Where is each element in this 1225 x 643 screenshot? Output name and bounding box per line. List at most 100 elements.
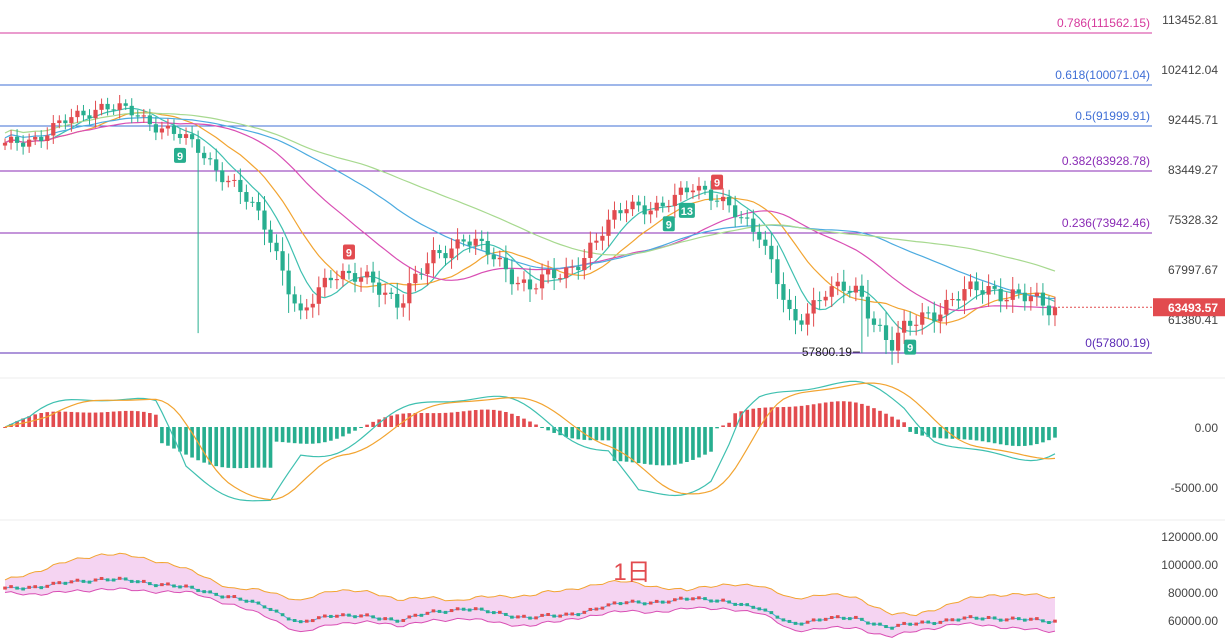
candle-body[interactable]: [250, 201, 255, 203]
candle-body[interactable]: [208, 158, 213, 160]
candle-body[interactable]: [165, 125, 171, 129]
candle-body[interactable]: [582, 258, 587, 271]
candle-body[interactable]: [902, 320, 907, 333]
candle-body[interactable]: [769, 245, 774, 260]
candle-body[interactable]: [2, 142, 8, 146]
candle-body[interactable]: [340, 270, 346, 280]
candle-body[interactable]: [654, 202, 659, 211]
candle-body[interactable]: [684, 187, 690, 193]
candle-body[interactable]: [14, 136, 20, 143]
candle-body[interactable]: [1022, 292, 1027, 302]
candle-body[interactable]: [696, 185, 702, 191]
candle-body[interactable]: [171, 125, 177, 134]
candle-body[interactable]: [485, 240, 490, 255]
candle-body[interactable]: [799, 320, 804, 325]
candle-body[interactable]: [986, 286, 991, 295]
candle-body[interactable]: [877, 324, 883, 326]
candle-body[interactable]: [57, 120, 62, 124]
candle-body[interactable]: [612, 210, 617, 220]
candle-body[interactable]: [1010, 289, 1015, 300]
candle-body[interactable]: [99, 103, 104, 110]
candle-body[interactable]: [310, 303, 315, 308]
candle-body[interactable]: [865, 296, 871, 319]
candle-body[interactable]: [889, 339, 895, 351]
candle-body[interactable]: [708, 189, 714, 201]
candle-body[interactable]: [1040, 292, 1046, 306]
candle-body[interactable]: [214, 159, 219, 171]
candle-body[interactable]: [455, 239, 460, 249]
candle-body[interactable]: [805, 313, 810, 325]
candle-body[interactable]: [1016, 289, 1021, 293]
candle-body[interactable]: [642, 205, 647, 215]
candle-body[interactable]: [853, 285, 858, 293]
candle-body[interactable]: [992, 286, 997, 289]
candle-body[interactable]: [630, 201, 635, 210]
candle-body[interactable]: [111, 109, 116, 111]
candle-body[interactable]: [21, 142, 26, 147]
candle-body[interactable]: [1028, 296, 1033, 302]
candle-body[interactable]: [479, 238, 484, 241]
candle-body[interactable]: [914, 324, 919, 326]
candle-body[interactable]: [39, 136, 44, 141]
candle-body[interactable]: [871, 318, 877, 325]
candle-body[interactable]: [926, 312, 931, 314]
candle-body[interactable]: [1034, 292, 1039, 297]
candle-body[interactable]: [51, 123, 56, 136]
candle-body[interactable]: [431, 250, 436, 264]
candle-body[interactable]: [588, 242, 593, 259]
candle-body[interactable]: [135, 115, 140, 117]
candle-body[interactable]: [763, 239, 768, 246]
candle-body[interactable]: [334, 279, 340, 281]
candle-body[interactable]: [576, 266, 581, 271]
candle-body[interactable]: [232, 179, 237, 181]
candle-body[interactable]: [980, 290, 985, 295]
candle-body[interactable]: [636, 201, 641, 206]
candle-body[interactable]: [358, 277, 364, 282]
candle-body[interactable]: [1046, 305, 1052, 316]
candle-body[interactable]: [503, 257, 508, 270]
candle-body[interactable]: [660, 202, 665, 207]
candle-body[interactable]: [226, 180, 231, 183]
candle-body[interactable]: [75, 110, 80, 118]
candle-body[interactable]: [908, 320, 913, 326]
candle-body[interactable]: [322, 277, 327, 288]
candle-body[interactable]: [624, 209, 629, 214]
candle-body[interactable]: [159, 128, 165, 133]
candle-body[interactable]: [304, 307, 309, 311]
candle-body[interactable]: [666, 205, 671, 207]
candle-body[interactable]: [932, 312, 937, 322]
candle-body[interactable]: [606, 219, 611, 236]
candle-body[interactable]: [45, 135, 50, 141]
candle-body[interactable]: [751, 218, 756, 232]
candle-body[interactable]: [370, 271, 376, 283]
candle-body[interactable]: [829, 286, 834, 297]
candle-body[interactable]: [720, 196, 726, 202]
candle-body[interactable]: [316, 287, 321, 304]
candle-body[interactable]: [558, 278, 563, 280]
candle-body[interactable]: [473, 238, 478, 246]
candle-body[interactable]: [775, 259, 780, 285]
candle-body[interactable]: [678, 187, 683, 195]
candle-body[interactable]: [781, 284, 786, 300]
candle-body[interactable]: [733, 205, 738, 218]
candle-body[interactable]: [998, 288, 1003, 302]
candle-body[interactable]: [461, 239, 466, 242]
candle-body[interactable]: [962, 289, 967, 301]
candle-body[interactable]: [690, 190, 696, 193]
candle-body[interactable]: [847, 290, 852, 293]
candle-body[interactable]: [256, 202, 261, 211]
candle-body[interactable]: [177, 133, 183, 138]
candle-body[interactable]: [413, 273, 418, 284]
candle-body[interactable]: [33, 136, 38, 140]
candle-body[interactable]: [594, 240, 599, 243]
candle-body[interactable]: [443, 253, 448, 259]
candle-body[interactable]: [859, 285, 864, 297]
candle-body[interactable]: [600, 235, 605, 241]
candle-body[interactable]: [389, 292, 394, 294]
candle-body[interactable]: [202, 152, 207, 159]
candle-body[interactable]: [383, 292, 388, 295]
candle-body[interactable]: [467, 241, 472, 246]
candle-body[interactable]: [515, 282, 521, 285]
candle-body[interactable]: [352, 273, 358, 282]
